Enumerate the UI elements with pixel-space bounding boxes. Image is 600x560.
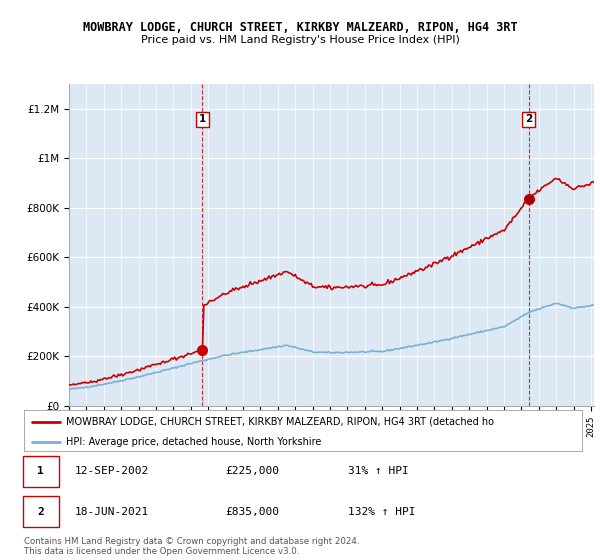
Text: 132% ↑ HPI: 132% ↑ HPI xyxy=(347,507,415,517)
Text: Contains HM Land Registry data © Crown copyright and database right 2024.
This d: Contains HM Land Registry data © Crown c… xyxy=(24,537,359,557)
Text: 2: 2 xyxy=(37,507,44,517)
FancyBboxPatch shape xyxy=(23,456,59,487)
Text: £225,000: £225,000 xyxy=(225,466,279,477)
Text: Price paid vs. HM Land Registry's House Price Index (HPI): Price paid vs. HM Land Registry's House … xyxy=(140,35,460,45)
Text: MOWBRAY LODGE, CHURCH STREET, KIRKBY MALZEARD, RIPON, HG4 3RT (detached ho: MOWBRAY LODGE, CHURCH STREET, KIRKBY MAL… xyxy=(66,417,494,427)
Text: 31% ↑ HPI: 31% ↑ HPI xyxy=(347,466,409,477)
Text: HPI: Average price, detached house, North Yorkshire: HPI: Average price, detached house, Nort… xyxy=(66,437,321,447)
Text: 12-SEP-2002: 12-SEP-2002 xyxy=(74,466,148,477)
Text: 1: 1 xyxy=(199,114,206,124)
FancyBboxPatch shape xyxy=(23,496,59,527)
Text: £835,000: £835,000 xyxy=(225,507,279,517)
Text: 1: 1 xyxy=(37,466,44,477)
Text: MOWBRAY LODGE, CHURCH STREET, KIRKBY MALZEARD, RIPON, HG4 3RT: MOWBRAY LODGE, CHURCH STREET, KIRKBY MAL… xyxy=(83,21,517,34)
Text: 18-JUN-2021: 18-JUN-2021 xyxy=(74,507,148,517)
Text: 2: 2 xyxy=(525,114,532,124)
